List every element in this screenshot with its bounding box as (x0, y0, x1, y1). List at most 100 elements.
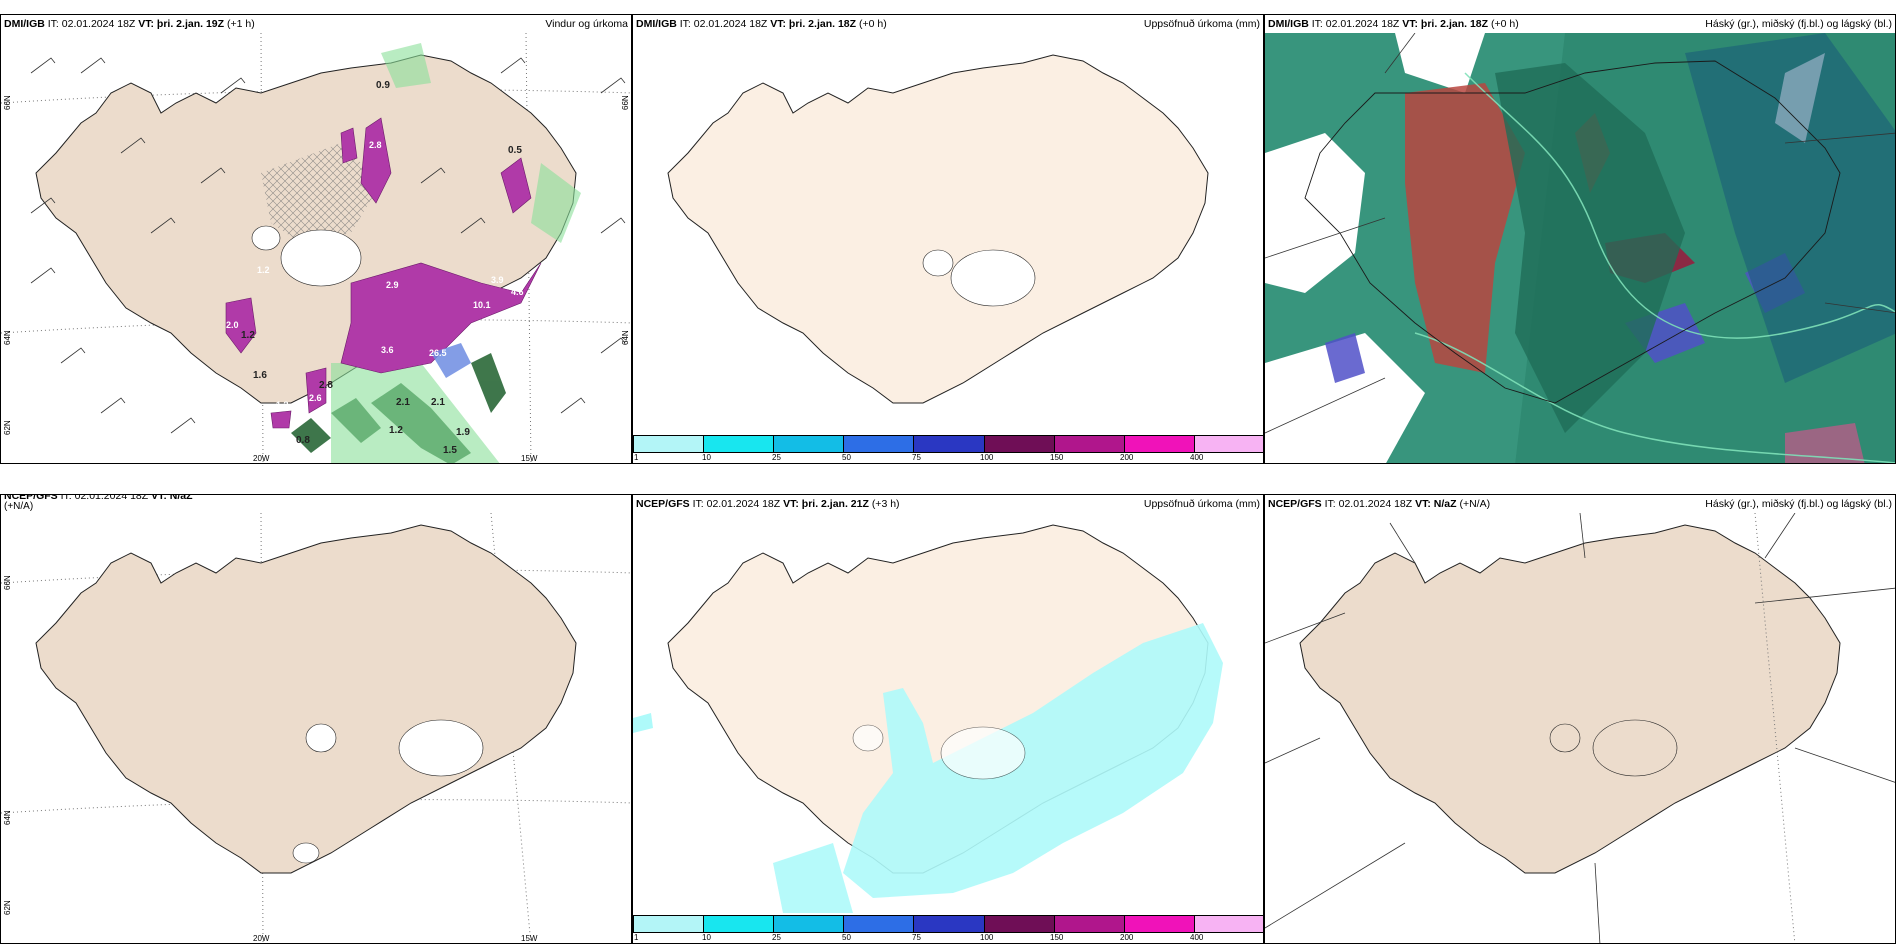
colorbar-swatch (1193, 435, 1263, 453)
colorbar-labels: 1 10 25 50 75 100 150 200 400 (634, 453, 1263, 463)
panel-title: Uppsöfnuð úrkoma (mm) (1143, 18, 1260, 30)
init-time: IT: 02.01.2024 18Z (1311, 18, 1400, 30)
precip-area (843, 623, 1223, 898)
precip-area (773, 843, 853, 913)
precip-value: 1.2 (241, 330, 255, 341)
model-source: DMI/IGB (4, 18, 45, 30)
colorbar-swatch (1053, 435, 1125, 453)
precip-value: 2.8 (319, 380, 333, 391)
lon-label: 20W (253, 934, 270, 943)
precip-value: 2.1 (396, 397, 410, 408)
panel-title: Háský (gr.), miðský (fj.bl.) og lágský (… (1705, 18, 1892, 30)
forecast-offset: (+N/A) (1459, 498, 1491, 510)
map-canvas (1265, 33, 1895, 463)
colorbar-tick: 1 (634, 933, 639, 942)
colorbar-swatch (633, 915, 705, 933)
valid-time: VT: þri. 2.jan. 18Z (1402, 18, 1489, 30)
colorbar-tick: 25 (772, 453, 781, 462)
precip-value: 26.5 (429, 348, 447, 358)
precip-value: 1.3 (276, 400, 289, 410)
init-time: IT: 02.01.2024 18Z (1324, 498, 1413, 510)
valid-time: VT: N/aZ (151, 494, 193, 502)
colorbar-swatch (703, 435, 775, 453)
valid-time: VT: þri. 2.jan. 19Z (138, 18, 225, 30)
forecast-offset: (+0 h) (1490, 18, 1519, 30)
colorbar-tick: 200 (1120, 453, 1134, 462)
colorbar-swatch (1053, 915, 1125, 933)
model-source: NCEP/GFS (636, 498, 690, 510)
panel-wind-precip: DMI/IGB IT: 02.01.2024 18Z VT: þri. 2.ja… (0, 14, 632, 464)
iceland-landmass (1299, 524, 1841, 874)
colorbar-swatch (843, 435, 915, 453)
colorbar-tick: 200 (1120, 933, 1134, 942)
init-time: IT: 02.01.2024 18Z (679, 18, 768, 30)
valid-time: VT: þri. 2.jan. 18Z (770, 18, 857, 30)
precip-value: 0.9 (376, 80, 390, 91)
colorbar-labels: 1 10 25 50 75 100 150 200 400 (634, 933, 1263, 943)
panel-clouds-gfs: NCEP/GFS IT: 02.01.2024 18Z VT: N/aZ (+N… (1264, 494, 1896, 944)
lon-label: 20W (253, 454, 270, 463)
precip-value: 2.9 (386, 280, 399, 290)
colorbar-tick: 150 (1050, 453, 1064, 462)
colorbar-swatch (703, 915, 775, 933)
lon-label: 15W (521, 934, 538, 943)
colorbar-tick: 50 (842, 453, 851, 462)
precip-value: 1.2 (257, 265, 270, 275)
map-canvas (1, 513, 631, 943)
init-time: IT: 02.01.2024 18Z (60, 494, 149, 502)
colorbar-tick: 100 (980, 933, 994, 942)
valid-time: VT: N/aZ (1415, 498, 1457, 510)
colorbar-swatch (1193, 915, 1263, 933)
lat-label: 64N (3, 330, 12, 345)
precip-value: 0.5 (508, 145, 522, 156)
lat-label: 64N (621, 330, 630, 345)
precip-value: 2.8 (369, 140, 382, 150)
colorbar-tick: 50 (842, 933, 851, 942)
map-canvas (667, 54, 1209, 404)
panel-header: DMI/IGB IT: 02.01.2024 18Z VT: þri. 2.ja… (636, 17, 1260, 31)
colorbar-swatch (913, 435, 985, 453)
precip-value: 2.0 (226, 320, 239, 330)
colorbar-swatch (773, 915, 845, 933)
panel-gfs-na: NCEP/GFS IT: 02.01.2024 18Z VT: N/aZ (+N… (0, 494, 632, 944)
lat-label: 66N (3, 575, 12, 590)
forecast-offset: (+N/A) (4, 501, 34, 512)
colorbar-tick: 75 (912, 453, 921, 462)
panel-title: Vindur og úrkoma (545, 18, 628, 30)
model-source: NCEP/GFS (4, 494, 58, 502)
panel-accumulated-precip-gfs: NCEP/GFS IT: 02.01.2024 18Z VT: þri. 2.j… (632, 494, 1264, 944)
colorbar-tick: 10 (702, 453, 711, 462)
map-canvas (1265, 513, 1895, 943)
panel-clouds-dmi: DMI/IGB IT: 02.01.2024 18Z VT: þri. 2.ja… (1264, 14, 1896, 464)
colorbar-swatch (773, 435, 845, 453)
colorbar-tick: 1 (634, 453, 639, 462)
valid-time: VT: þri. 2.jan. 21Z (783, 498, 869, 510)
colorbar-swatch (843, 915, 915, 933)
lat-label: 62N (3, 900, 12, 915)
panel-header: DMI/IGB IT: 02.01.2024 18Z VT: þri. 2.ja… (1268, 17, 1892, 31)
panel-title: Háský (gr.), miðský (fj.bl.) og lágský (… (1705, 498, 1892, 510)
colorbar-tick: 10 (702, 933, 711, 942)
precip-value: 3.9 (491, 275, 504, 285)
model-source: DMI/IGB (1268, 18, 1309, 30)
colorbar-tick: 100 (980, 453, 994, 462)
colorbar-swatch (913, 915, 985, 933)
precip-value: 3.6 (381, 345, 394, 355)
lon-label: 15W (521, 454, 538, 463)
map-canvas: 0.9 0.5 2.8 1.2 2.9 3.9 4.6 10.1 3.6 26.… (1, 33, 631, 463)
init-time: IT: 02.01.2024 18Z (692, 498, 781, 510)
panel-header: DMI/IGB IT: 02.01.2024 18Z VT: þri. 2.ja… (4, 17, 628, 31)
panel-title: Uppsöfnuð úrkoma (mm) (1143, 498, 1260, 510)
lat-label: 66N (3, 95, 12, 110)
colorbar-swatch (1123, 435, 1195, 453)
precip-value: 1.2 (389, 425, 403, 436)
precip-value: 1.9 (456, 427, 470, 438)
init-time: IT: 02.01.2024 18Z (47, 18, 136, 30)
lat-label: 64N (3, 810, 12, 825)
colorbar-tick: 400 (1190, 933, 1204, 942)
colorbar-swatch (983, 435, 1055, 453)
panel-accumulated-precip-dmi: DMI/IGB IT: 02.01.2024 18Z VT: þri. 2.ja… (632, 14, 1264, 464)
colorbar-tick: 150 (1050, 933, 1064, 942)
forecast-offset: (+1 h) (226, 18, 255, 30)
colorbar (633, 435, 1263, 453)
